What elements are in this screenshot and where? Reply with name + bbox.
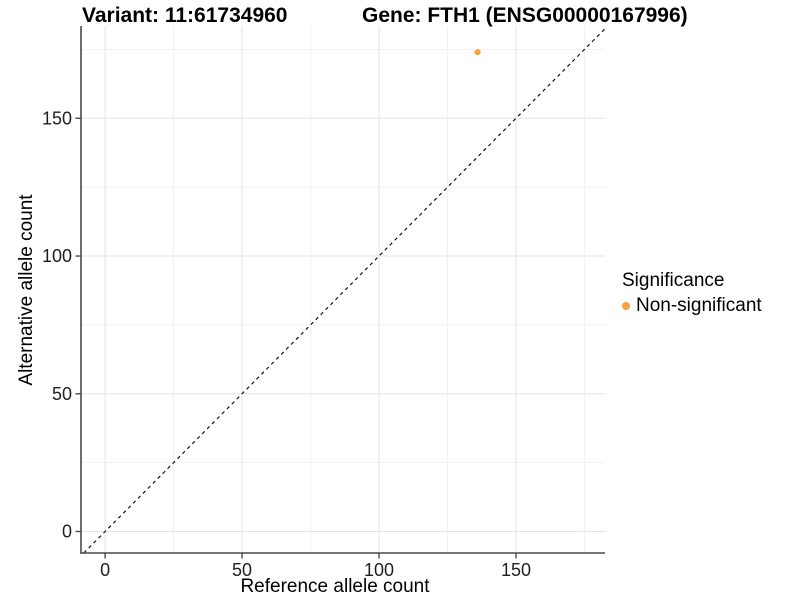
x-tick-label: 0 bbox=[100, 560, 110, 580]
identity-dashed-line bbox=[83, 28, 606, 554]
y-axis-title: Alternative allele count bbox=[16, 194, 37, 386]
legend-item-non-significant: Non-significant bbox=[622, 295, 762, 317]
y-tick-label: 50 bbox=[52, 384, 72, 404]
y-tick-label: 100 bbox=[42, 246, 72, 266]
y-tick-label: 150 bbox=[42, 108, 72, 128]
variant-title: Variant: 11:61734960 bbox=[82, 4, 288, 27]
x-tick-label: 50 bbox=[232, 560, 252, 580]
y-tick-label: 0 bbox=[62, 522, 72, 542]
x-tick-label: 100 bbox=[364, 560, 394, 580]
legend-title: Significance bbox=[622, 270, 725, 291]
data-point bbox=[474, 49, 481, 56]
x-axis-title: Reference allele count bbox=[240, 576, 430, 597]
legend-point-icon bbox=[622, 302, 630, 310]
x-tick-label: 150 bbox=[501, 560, 531, 580]
legend-item-label: Non-significant bbox=[636, 295, 762, 316]
gene-title: Gene: FTH1 (ENSG00000167996) bbox=[362, 4, 688, 27]
legend: Significance Non-significant bbox=[622, 270, 762, 317]
